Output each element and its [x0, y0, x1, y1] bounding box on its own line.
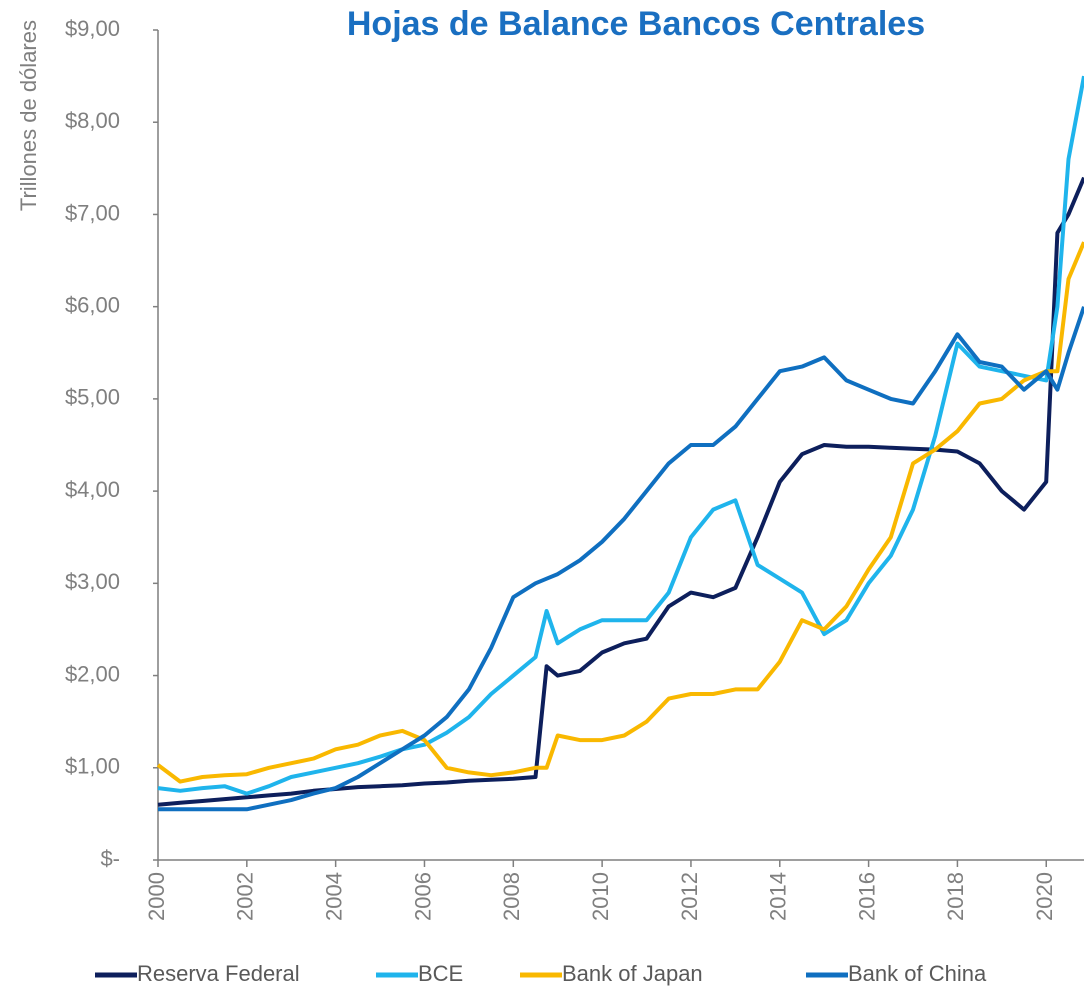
series-line [158, 306, 1084, 812]
y-tick-label: $5,00 [65, 385, 120, 410]
x-tick-label: 2004 [321, 872, 346, 921]
x-tick-label: 2014 [766, 872, 791, 921]
x-tick-label: 2020 [1032, 872, 1057, 921]
y-tick-label: $7,00 [65, 200, 120, 225]
y-tick-label: $4,00 [65, 477, 120, 502]
x-tick-label: 2016 [854, 872, 879, 921]
y-tick-label: $8,00 [65, 108, 120, 133]
x-tick-label: 2000 [144, 872, 169, 921]
series-line [157, 176, 1084, 807]
series-line [157, 75, 1084, 796]
x-tick-label: 2010 [588, 872, 613, 921]
legend-label: Bank of China [848, 961, 987, 986]
x-tick-label: 2006 [410, 872, 435, 921]
legend-label: BCE [418, 961, 463, 986]
y-tick-label: $6,00 [65, 292, 120, 317]
y-tick-label: $2,00 [65, 661, 120, 686]
legend-label: Bank of Japan [562, 961, 703, 986]
legend-label: Reserva Federal [137, 961, 300, 986]
y-tick-label: $1,00 [65, 754, 120, 779]
x-tick-label: 2018 [943, 872, 968, 921]
x-tick-label: 2002 [233, 872, 258, 921]
y-tick-label: $9,00 [65, 16, 120, 41]
x-tick-label: 2012 [677, 872, 702, 921]
chart-title: Hojas de Balance Bancos Centrales [347, 5, 925, 43]
series-line [156, 241, 1084, 784]
y-axis-label: Trillones de dólares [16, 20, 41, 211]
y-tick-label: $- [100, 846, 120, 871]
y-tick-label: $3,00 [65, 569, 120, 594]
x-tick-label: 2008 [499, 872, 524, 921]
